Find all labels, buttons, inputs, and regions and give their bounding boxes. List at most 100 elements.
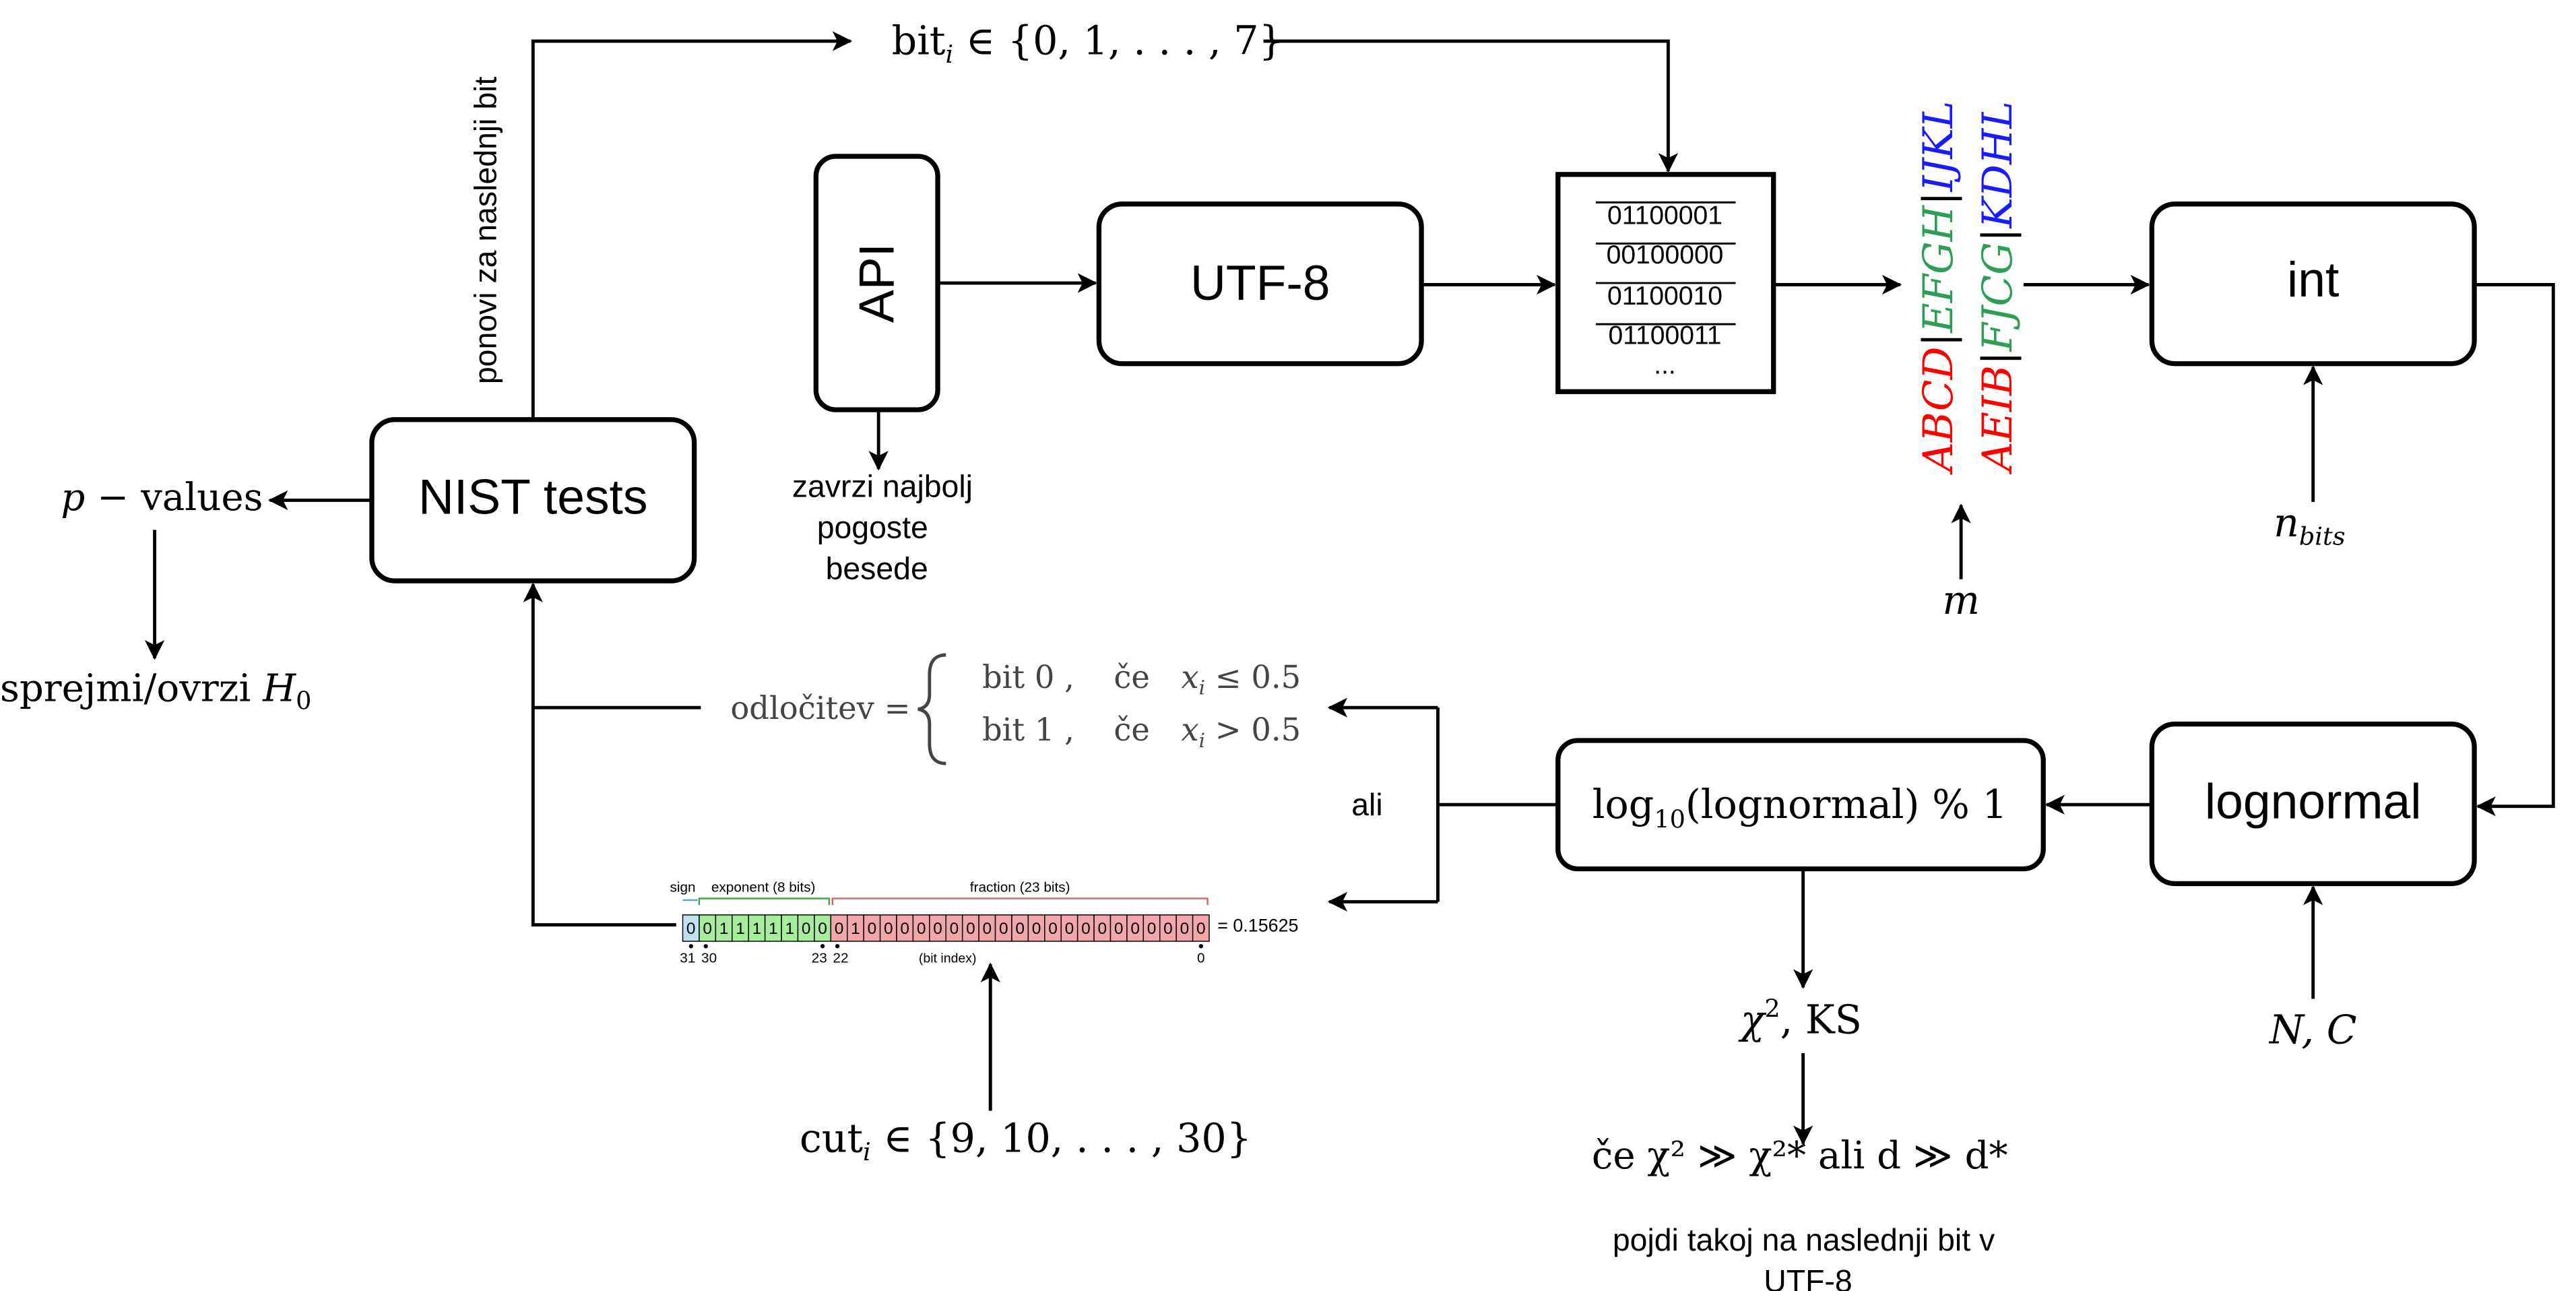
bit-value: 1 [752, 920, 762, 938]
bit-value: 0 [1163, 920, 1173, 938]
nist-label: NIST tests [418, 470, 648, 525]
ali-label: ali [1351, 787, 1382, 822]
bit-value: 0 [1032, 920, 1041, 938]
bitstream-ellipsis: ... [1654, 351, 1676, 380]
bit-cell [1076, 914, 1095, 942]
utf8-box: UTF-8 [1096, 201, 1424, 367]
decision-row2: bit 1 , če xi > 0.5 [982, 712, 1301, 752]
bit-cell [1192, 914, 1210, 942]
bit-cell [830, 914, 848, 942]
idx-31: 31 [680, 951, 695, 966]
bit-cell [781, 914, 799, 942]
letters-segment: | [1914, 191, 1962, 206]
bit-cell [1027, 914, 1045, 942]
bit-value: 0 [802, 920, 811, 938]
bit-cell [847, 914, 864, 942]
bit-cell [682, 914, 700, 942]
lognormal-box: lognormal [2149, 721, 2477, 887]
api-box: API [813, 154, 940, 412]
bit-value: 0 [1114, 920, 1124, 938]
bit-value: 0 [933, 920, 942, 938]
letters-group-2: AEIB|FJCG|KDHL [1973, 101, 2021, 474]
bit-cell [1126, 914, 1145, 942]
nbits-label: nbits [2274, 500, 2345, 550]
letters-segment: AEIB [1973, 365, 2021, 475]
nc-label: N, C [2268, 1007, 2357, 1052]
cut-label: cuti ∈ {9, 10, . . . , 30} [800, 1116, 1252, 1166]
bit-value: 0 [1065, 920, 1074, 938]
bit-value: 0 [900, 920, 909, 938]
bit-value: 0 [1097, 920, 1107, 938]
bit-value: 0 [818, 920, 827, 938]
bit-cell [732, 914, 749, 942]
bit-value: 1 [719, 920, 729, 938]
letters-segment: EFGH [1914, 204, 1962, 334]
bit-value: 0 [884, 920, 893, 938]
letters-segment: KDHL [1973, 101, 2021, 228]
decision-brace [917, 653, 946, 765]
letters-segment: | [1973, 228, 2021, 243]
log10-label: log10(lognormal) % 1 [1592, 782, 2007, 834]
idx-23: 23 [812, 951, 827, 966]
bit-value: 0 [983, 920, 992, 938]
utf8-label: UTF-8 [1190, 255, 1330, 311]
bit-cell [879, 914, 897, 942]
bit-cell [1176, 914, 1194, 942]
chi-ks-label: χ2, KS [1738, 994, 1862, 1042]
bit-cell [1093, 914, 1112, 942]
fraction-label: fraction (23 bits) [970, 880, 1070, 895]
letters-segment: ABCD [1914, 346, 1962, 475]
letters-segment: | [1914, 333, 1962, 347]
exponent-label: exponent (8 bits) [711, 880, 816, 895]
bit-cell [699, 914, 717, 942]
bit-value: 1 [785, 920, 794, 938]
log10-box: log10(lognormal) % 1 [1555, 738, 2046, 872]
pvalues-label: p − values [61, 476, 263, 519]
bit-value: 0 [1130, 920, 1140, 938]
bit-value: 0 [703, 920, 712, 938]
bit-value: 0 [999, 920, 1008, 938]
bit-value: 1 [736, 920, 745, 938]
idx-22: 22 [833, 951, 848, 966]
bit-value: 0 [966, 920, 975, 938]
float-result: = 0.15625 [1217, 915, 1298, 935]
float-diagram: sign exponent (8 bits) fraction (23 bits… [670, 880, 1298, 966]
bit-cell [945, 914, 963, 942]
bit-i-label: biti ∈ {0, 1, . . . , 7} [892, 18, 1284, 69]
bit-value: 0 [1015, 920, 1025, 938]
letters-group-1: ABCD|EFGH|IJKL [1914, 101, 1962, 476]
connectors [144, 31, 2555, 1145]
letters-segment: FJCG [1973, 242, 2021, 352]
m-label: m [1942, 577, 1980, 623]
bit-value: 1 [769, 920, 778, 938]
sign-label: sign [670, 880, 695, 895]
bit-value: 0 [1180, 920, 1190, 938]
decision-row1: bit 0 , če xi ≤ 0.5 [982, 659, 1301, 699]
ponovi-label: ponovi za naslednji bit [468, 77, 503, 385]
bit-value: 1 [851, 920, 860, 938]
lognormal-label: lognormal [2205, 774, 2422, 829]
bit-value: 0 [686, 920, 696, 938]
bitstream-box: 01100001 00100000 01100010 01100011 ... [1555, 172, 1776, 394]
int-label: int [2287, 252, 2339, 307]
bit-cell [814, 914, 832, 942]
letters-segment: | [1973, 351, 2021, 365]
zavrzi-label: zavrzi najbolj pogoste besede [792, 469, 981, 586]
bit-cell [896, 914, 914, 942]
bit-cell [978, 914, 996, 942]
bit-cell [994, 914, 1012, 942]
decision-lhs: odločitev = [730, 690, 910, 726]
bit-cell [1044, 914, 1062, 942]
idx-0: 0 [1197, 951, 1205, 966]
bit-value: 0 [1147, 920, 1157, 938]
int-box: int [2149, 201, 2477, 367]
ce-chi-label: če χ² ≫ χ²* ali d ≫ d* [1592, 1134, 2008, 1178]
bit-value: 0 [917, 920, 926, 938]
bit-value: 0 [1196, 920, 1206, 938]
bitstream-row: 01100011 [1609, 321, 1722, 350]
bitstream-row: 01100010 [1607, 282, 1722, 311]
bit-value: 0 [1048, 920, 1058, 938]
decision-equation: odločitev = bit 0 , če xi ≤ 0.5 bit 1 , … [730, 653, 1301, 765]
bit-value: 0 [868, 920, 877, 938]
